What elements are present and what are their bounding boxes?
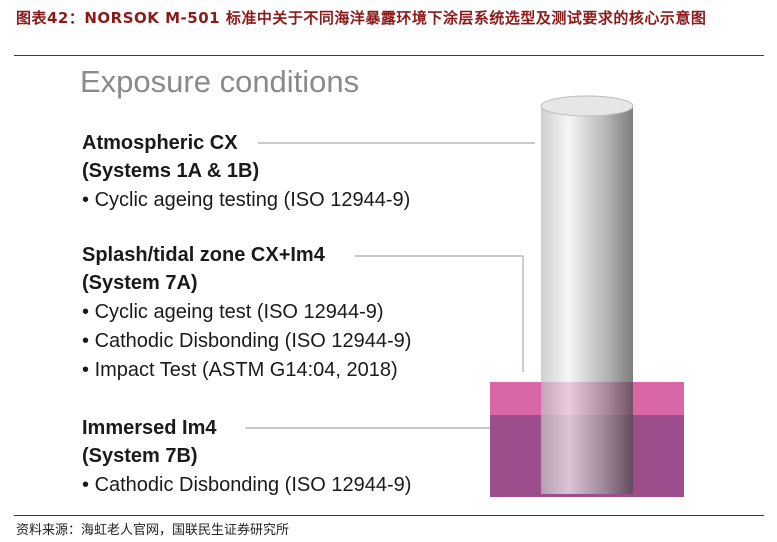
bullet: • Cathodic Disbonding (ISO 12944-9)	[82, 474, 412, 496]
caption: 图表42：NORSOK M-501 标准中关于不同海洋暴露环境下涂层系统选型及测…	[16, 9, 707, 27]
source: 资料来源：海虹老人官网，国联民生证券研究所	[16, 523, 290, 538]
bullet-text: Cathodic Disbonding (ISO 12944-9)	[94, 330, 412, 352]
leader	[355, 255, 524, 372]
caption-rule	[14, 55, 764, 56]
section-title: Atmospheric CX	[82, 132, 238, 154]
section-title: Immersed Im4	[82, 417, 217, 439]
bullet-text: Cathodic Disbonding (ISO 12944-9)	[94, 474, 412, 496]
section-title: Splash/tidal zone CX+Im4	[82, 244, 325, 266]
bullet-text: Cyclic ageing test (ISO 12944-9)	[94, 301, 384, 323]
bullet-text: Impact Test (ASTM G14:04, 2018)	[94, 359, 398, 381]
bullet: • Impact Test (ASTM G14:04, 2018)	[82, 359, 398, 381]
bullet: • Cyclic ageing testing (ISO 12944-9)	[82, 189, 411, 211]
bullet: • Cathodic Disbonding (ISO 12944-9)	[82, 330, 412, 352]
section-system: (Systems 1A & 1B)	[82, 160, 260, 182]
pile-top	[540, 95, 634, 117]
section-system: (System 7A)	[82, 272, 198, 294]
bullet: • Cyclic ageing test (ISO 12944-9)	[82, 301, 384, 323]
heading: Exposure conditions	[80, 64, 360, 99]
bullet-text: Cyclic ageing testing (ISO 12944-9)	[94, 189, 411, 211]
source-rule	[14, 515, 764, 516]
section-system: (System 7B)	[82, 445, 198, 467]
pile	[541, 106, 633, 494]
